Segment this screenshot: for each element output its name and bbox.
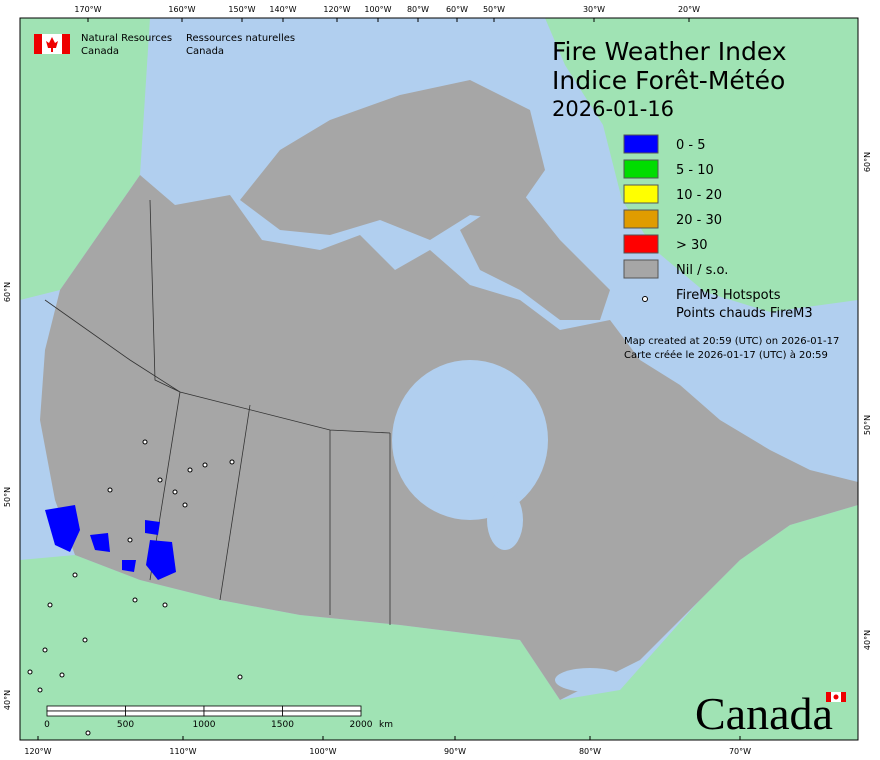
longitude-label: 150°W bbox=[228, 5, 255, 14]
org-name-en: Canada bbox=[81, 46, 119, 57]
longitude-label: 50°W bbox=[483, 5, 505, 14]
latitude-label: 50°N bbox=[863, 415, 872, 435]
scale-segment bbox=[282, 705, 362, 712]
longitude-label: 120°W bbox=[24, 747, 51, 756]
org-name-fr: Ressources naturelles bbox=[186, 33, 295, 44]
longitude-label: 30°W bbox=[583, 5, 605, 14]
james-bay bbox=[487, 490, 523, 550]
latitude-label: 40°N bbox=[863, 630, 872, 650]
longitude-label: 100°W bbox=[309, 747, 336, 756]
longitude-label: 20°W bbox=[678, 5, 700, 14]
fire-areas bbox=[45, 505, 176, 580]
scale-label: 0 bbox=[44, 720, 50, 730]
title-fr: Indice Forêt-Météo bbox=[552, 66, 785, 95]
longitude-label: 70°W bbox=[729, 747, 751, 756]
longitude-label: 170°W bbox=[74, 5, 101, 14]
greenland bbox=[545, 18, 858, 312]
flag-bar bbox=[62, 34, 70, 54]
great-lakes bbox=[555, 668, 625, 692]
legend-label: 20 - 30 bbox=[676, 213, 722, 228]
wordmark-flag bbox=[841, 692, 846, 702]
baffin-island bbox=[460, 190, 610, 320]
arctic-islands bbox=[240, 80, 545, 240]
graticule: 170°W 160°W 150°W 140°W 120°W 100°W 80°W 60°W 50… bbox=[3, 5, 872, 756]
hotspot-label: FireM3 Hotspots bbox=[676, 288, 781, 303]
hotspots bbox=[27, 439, 243, 736]
longitude-label: 60°W bbox=[446, 5, 468, 14]
flag-bar bbox=[34, 34, 42, 54]
latitude-label: 50°N bbox=[3, 487, 12, 507]
wordmark-leaf bbox=[833, 694, 839, 700]
legend-swatch bbox=[623, 209, 659, 229]
scale-segment bbox=[46, 710, 126, 717]
legend-swatch bbox=[623, 234, 659, 254]
legend-swatch bbox=[623, 259, 659, 279]
legend-label: Nil / s.o. bbox=[676, 263, 728, 278]
legend: 0 - 5 5 - 10 10 - 20 20 - 30 > 30 Nil / s.o. bbox=[623, 134, 728, 279]
legend-label: 5 - 10 bbox=[676, 163, 714, 178]
latitude-label: 60°N bbox=[863, 152, 872, 172]
legend-swatch bbox=[623, 134, 659, 154]
org-name-en: Natural Resources bbox=[81, 33, 172, 44]
longitude-label: 80°W bbox=[579, 747, 601, 756]
maple-leaf bbox=[46, 37, 58, 52]
hudson-bay bbox=[392, 360, 548, 520]
scale-bar: 0 500 1000 1500 2000 km bbox=[44, 705, 393, 730]
legend-swatch bbox=[623, 159, 659, 179]
hotspot-label: Points chauds FireM3 bbox=[676, 306, 813, 321]
legend-swatch bbox=[623, 184, 659, 204]
map-note: Map created at 20:59 (UTC) on 2026-01-17 bbox=[624, 336, 839, 347]
longitude-label: 140°W bbox=[269, 5, 296, 14]
alaska bbox=[20, 18, 150, 300]
scale-label: 1500 bbox=[271, 720, 294, 730]
legend-label: > 30 bbox=[676, 238, 708, 253]
map-frame bbox=[19, 17, 859, 741]
longitude-label: 80°W bbox=[407, 5, 429, 14]
nrcan-signature: Natural Resources Canada Ressources natu… bbox=[34, 33, 295, 57]
scale-segment bbox=[282, 710, 362, 717]
scale-label: 2000 bbox=[350, 720, 373, 730]
hotspot-symbol bbox=[642, 296, 648, 302]
legend-label: 0 - 5 bbox=[676, 138, 706, 153]
longitude-label: 100°W bbox=[364, 5, 391, 14]
legend-label: 10 - 20 bbox=[676, 188, 722, 203]
longitude-label: 120°W bbox=[323, 5, 350, 14]
scale-segment bbox=[125, 705, 205, 712]
longitude-label: 110°W bbox=[169, 747, 196, 756]
longitude-label: 90°W bbox=[444, 747, 466, 756]
map-date: 2026-01-16 bbox=[552, 97, 674, 121]
wordmark-flag bbox=[826, 692, 831, 702]
scale-segment bbox=[203, 705, 283, 712]
org-name-fr: Canada bbox=[186, 46, 224, 57]
scale-label: 1000 bbox=[193, 720, 216, 730]
scale-unit: km bbox=[379, 720, 393, 730]
canada-wordmark: Canada bbox=[695, 688, 833, 739]
map-note: Carte créée le 2026-01-17 (UTC) à 20:59 bbox=[624, 349, 828, 361]
latitude-label: 60°N bbox=[3, 282, 12, 302]
scale-segment bbox=[125, 710, 205, 717]
scale-segment bbox=[46, 705, 126, 712]
title-en: Fire Weather Index bbox=[552, 37, 787, 66]
scale-label: 500 bbox=[117, 720, 134, 730]
latitude-label: 40°N bbox=[3, 690, 12, 710]
scale-segment bbox=[203, 710, 283, 717]
territorial-border bbox=[44, 199, 391, 625]
united-states bbox=[20, 505, 858, 740]
longitude-label: 160°W bbox=[168, 5, 195, 14]
